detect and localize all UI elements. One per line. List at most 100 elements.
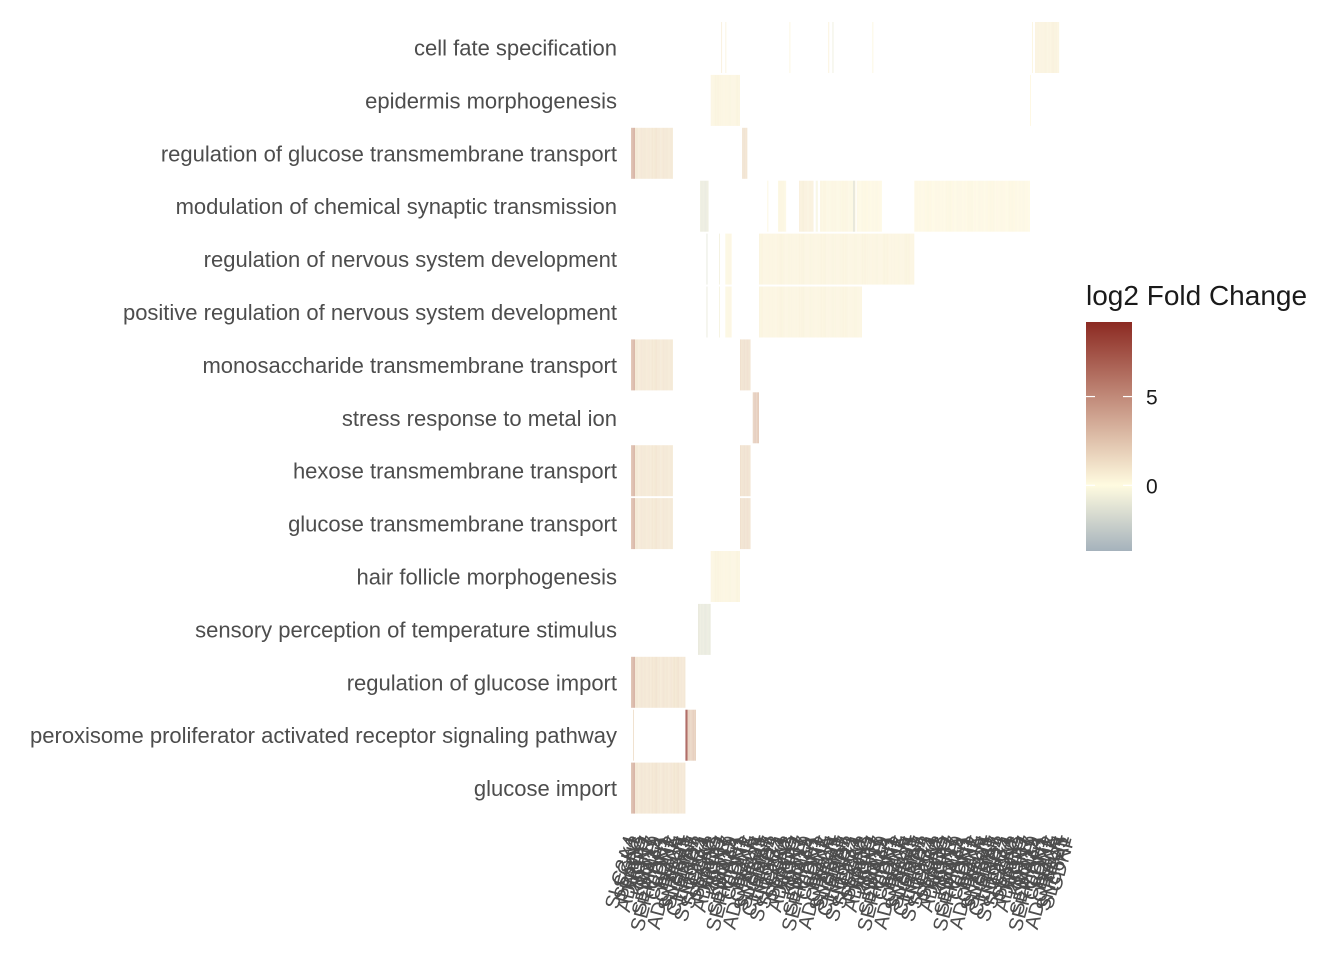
heatmap-cell: [653, 445, 654, 497]
heatmap-cell: [639, 498, 641, 550]
heatmap-cell: [636, 762, 638, 814]
heatmap-cell: [854, 286, 856, 338]
heatmap-cell: [658, 498, 660, 550]
heatmap-cell: [635, 498, 636, 550]
heatmap-cell: [976, 180, 978, 232]
heatmap-cell: [830, 180, 832, 232]
heatmap-cell: [885, 233, 886, 285]
heatmap-cell: [973, 180, 975, 232]
heatmap-cell: [631, 656, 632, 708]
heatmap-cell: [866, 233, 867, 285]
heatmap-cell: [1039, 22, 1041, 73]
heatmap-cell: [865, 233, 866, 285]
heatmap-cell: [848, 233, 850, 285]
heatmap-cell: [841, 180, 842, 232]
heatmap-cell: [852, 286, 854, 338]
heatmap-cell: [660, 656, 662, 708]
heatmap-cell: [737, 551, 738, 602]
heatmap-cell: [1017, 180, 1019, 232]
heatmap-cell: [877, 180, 879, 232]
heatmap-cell: [652, 498, 653, 550]
heatmap-cell: [914, 180, 916, 232]
heatmap-cell: [869, 180, 871, 232]
heatmap-cell: [671, 762, 673, 814]
heatmap-cell: [789, 286, 791, 338]
heatmap-cell: [792, 233, 794, 285]
heatmap-cell: [725, 22, 727, 73]
heatmap-cell: [858, 233, 860, 285]
heatmap-cell: [846, 286, 848, 338]
heatmap-cell: [810, 233, 812, 285]
heatmap-cell: [810, 180, 812, 232]
heatmap-cell: [654, 762, 655, 814]
heatmap-cell: [955, 180, 957, 232]
heatmap-cell: [677, 762, 678, 814]
heatmap-cell: [859, 233, 861, 285]
heatmap-cell: [849, 180, 851, 232]
heatmap-cell: [804, 286, 806, 338]
heatmap-cell: [660, 498, 662, 550]
heatmap-cell: [781, 286, 782, 338]
heatmap-cell: [666, 762, 668, 814]
heatmap-cell: [896, 233, 898, 285]
heatmap-cell: [850, 233, 852, 285]
heatmap-cell: [929, 180, 930, 232]
heatmap-cell: [762, 286, 764, 338]
heatmap-cell: [660, 339, 662, 391]
heatmap-cell: [782, 286, 783, 338]
heatmap-cell: [789, 22, 791, 73]
heatmap-cell: [644, 127, 646, 179]
heatmap-cell: [667, 339, 669, 391]
heatmap-cell: [704, 603, 706, 655]
heatmap-cell: [1024, 180, 1026, 232]
heatmap-cell: [778, 233, 779, 285]
heatmap-cell: [746, 339, 748, 391]
heatmap-cell: [770, 286, 772, 338]
heatmap-cell: [834, 233, 836, 285]
heatmap-cell: [826, 180, 828, 232]
heatmap-cell: [780, 233, 781, 285]
heatmap-cell: [648, 762, 650, 814]
heatmap-cell: [1052, 22, 1053, 73]
heatmap-cell: [669, 339, 671, 391]
heatmap-cell: [773, 286, 775, 338]
heatmap-cell: [729, 233, 731, 285]
heatmap-cell: [743, 445, 745, 497]
heatmap-cell: [953, 180, 955, 232]
heatmap-cell: [1000, 180, 1002, 232]
heatmap-cell: [664, 339, 666, 391]
row-label: epidermis morphogenesis: [365, 88, 617, 113]
heatmap-cell: [641, 339, 643, 391]
heatmap-cell: [747, 339, 749, 391]
heatmap-cell: [665, 127, 667, 179]
heatmap-cell: [857, 233, 859, 285]
heatmap-cell: [790, 233, 792, 285]
heatmap-cell: [810, 286, 812, 338]
heatmap-cell: [639, 656, 641, 708]
heatmap-cell: [844, 286, 845, 338]
heatmap-cell: [675, 762, 676, 814]
heatmap-cell: [775, 233, 777, 285]
heatmap-cell: [632, 656, 633, 708]
heatmap-cell: [643, 445, 645, 497]
heatmap-cell: [649, 498, 651, 550]
heatmap-cell: [644, 339, 646, 391]
heatmap-cell: [647, 445, 649, 497]
heatmap-cell: [674, 656, 675, 708]
heatmap-cell: [829, 180, 831, 232]
heatmap-cell: [745, 498, 747, 550]
heatmap-cell: [661, 762, 663, 814]
legend-tick-label: 5: [1146, 387, 1158, 410]
heatmap-cell: [736, 551, 737, 602]
heatmap-cell: [634, 762, 635, 814]
heatmap-cell: [683, 656, 685, 708]
heatmap-cell: [638, 445, 640, 497]
heatmap-cell: [640, 498, 642, 550]
heatmap-cell: [668, 498, 670, 550]
heatmap-cell: [822, 286, 823, 338]
heatmap-cell: [994, 180, 996, 232]
heatmap-cell: [943, 180, 945, 232]
heatmap-cell: [843, 286, 844, 338]
heatmap-cell: [715, 74, 716, 126]
heatmap-cell: [657, 762, 659, 814]
